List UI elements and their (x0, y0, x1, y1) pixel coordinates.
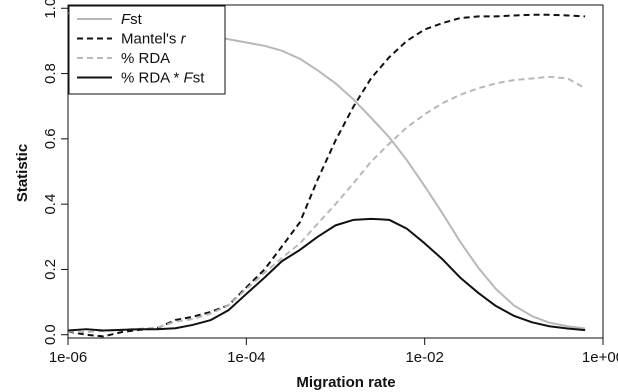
series-line-2 (67, 75, 586, 334)
y-tick-label: 0.8 (42, 63, 59, 84)
legend-label-2: % RDA (121, 50, 170, 67)
legend-box (68, 5, 226, 95)
legend-label-1: Mantel's r (121, 31, 187, 48)
series-line-3 (67, 217, 586, 332)
plot-frame (67, 4, 604, 339)
legend: Fst Mantel's r % RDA % RDA * Fst (68, 5, 226, 95)
x-tick-label: 1e-06 (49, 349, 87, 366)
y-tick-label: 0.2 (42, 259, 59, 280)
axes: 1e-06 1e-04 1e-02 1e+00 0.0 0.2 0.4 0.6 0.8 1.0 (42, 0, 618, 366)
series-line-1 (67, 13, 586, 338)
x-tick-label: 1e+00 (582, 349, 618, 366)
x-tick-label: 1e-04 (227, 349, 265, 366)
y-tick-label: 0.4 (42, 194, 59, 215)
y-tick-label: 1.0 (42, 0, 59, 19)
y-tick-label: 0.6 (42, 128, 59, 149)
y-axis-title: Statistic (14, 144, 31, 202)
x-tick-label: 1e-02 (405, 349, 443, 366)
legend-label-3: % RDA * Fst (121, 70, 205, 87)
x-axis-title: Migration rate (296, 374, 395, 391)
legend-label-0: Fst (121, 11, 143, 28)
y-tick-label: 0.0 (42, 324, 59, 345)
